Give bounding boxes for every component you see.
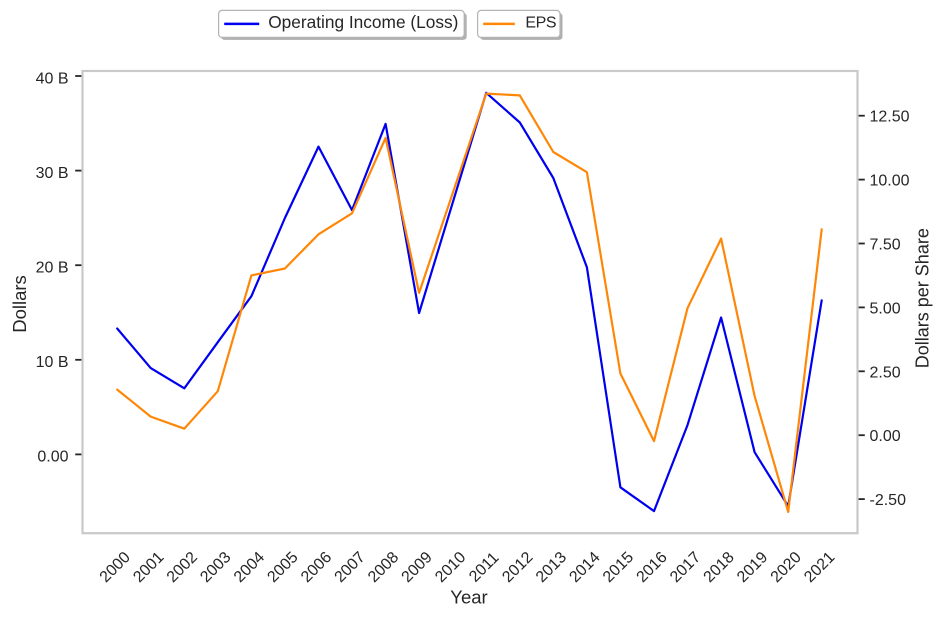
svg-text:2015: 2015 — [600, 549, 637, 586]
svg-text:0.00: 0.00 — [37, 449, 68, 466]
svg-text:2013: 2013 — [533, 549, 570, 586]
svg-text:2010: 2010 — [432, 549, 469, 586]
svg-text:7.50: 7.50 — [870, 237, 901, 254]
svg-text:2021: 2021 — [801, 549, 838, 586]
svg-text:EPS: EPS — [525, 15, 556, 32]
svg-text:0.00: 0.00 — [870, 428, 901, 445]
svg-text:2005: 2005 — [264, 549, 301, 586]
svg-text:Dollars: Dollars — [9, 275, 30, 333]
svg-text:Operating Income (Loss): Operating Income (Loss) — [268, 12, 458, 32]
svg-text:2014: 2014 — [566, 549, 603, 586]
svg-text:2004: 2004 — [231, 549, 268, 586]
svg-text:2002: 2002 — [164, 549, 201, 586]
svg-text:Year: Year — [450, 587, 487, 608]
svg-text:12.50: 12.50 — [870, 109, 910, 126]
svg-text:2.50: 2.50 — [870, 364, 901, 381]
svg-text:10 B: 10 B — [36, 354, 69, 371]
svg-text:40 B: 40 B — [36, 70, 69, 87]
svg-text:30 B: 30 B — [36, 165, 69, 182]
svg-text:5.00: 5.00 — [870, 300, 901, 317]
svg-text:2007: 2007 — [332, 549, 369, 586]
svg-text:2012: 2012 — [499, 549, 536, 586]
svg-text:2020: 2020 — [768, 549, 805, 586]
svg-text:2018: 2018 — [701, 549, 738, 586]
svg-text:20 B: 20 B — [36, 260, 69, 277]
svg-text:2011: 2011 — [466, 549, 502, 585]
svg-text:2009: 2009 — [399, 549, 436, 586]
svg-text:2008: 2008 — [365, 549, 402, 586]
svg-text:2003: 2003 — [197, 549, 234, 586]
svg-text:2001: 2001 — [130, 549, 167, 586]
svg-text:2019: 2019 — [734, 549, 771, 586]
svg-text:2006: 2006 — [298, 549, 335, 586]
svg-text:2017: 2017 — [667, 549, 704, 586]
svg-text:2000: 2000 — [97, 549, 134, 586]
svg-text:Dollars per Share: Dollars per Share — [913, 228, 933, 368]
svg-text:2016: 2016 — [634, 549, 671, 586]
svg-text:-2.50: -2.50 — [870, 492, 907, 509]
svg-text:10.00: 10.00 — [870, 173, 910, 190]
